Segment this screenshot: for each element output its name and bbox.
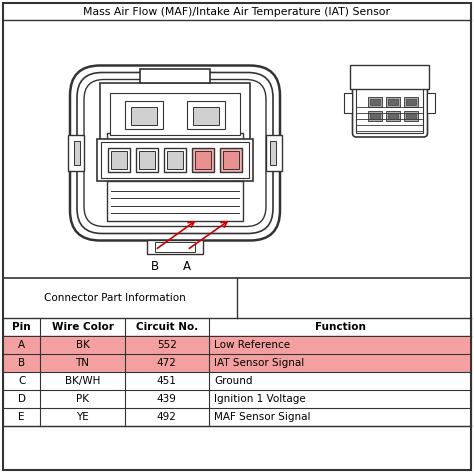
Text: BK/WH: BK/WH bbox=[65, 376, 100, 386]
Bar bbox=[386, 111, 400, 121]
Text: 451: 451 bbox=[157, 376, 177, 386]
Bar bbox=[370, 113, 380, 119]
Text: Connector Part Information: Connector Part Information bbox=[44, 293, 186, 303]
FancyBboxPatch shape bbox=[70, 65, 280, 240]
FancyBboxPatch shape bbox=[84, 79, 266, 227]
Bar bbox=[167, 151, 183, 169]
Bar bbox=[388, 113, 398, 119]
Text: B: B bbox=[18, 358, 25, 368]
Text: Ignition 1 Voltage: Ignition 1 Voltage bbox=[214, 394, 306, 404]
Text: 492: 492 bbox=[157, 412, 177, 422]
Text: D: D bbox=[18, 394, 26, 404]
Bar bbox=[404, 97, 418, 107]
Bar bbox=[125, 101, 163, 129]
Text: Circuit No.: Circuit No. bbox=[136, 322, 198, 332]
Bar bbox=[406, 113, 416, 119]
Text: MAF Sensor Signal: MAF Sensor Signal bbox=[214, 412, 310, 422]
Bar bbox=[187, 101, 225, 129]
Text: Ground: Ground bbox=[214, 376, 253, 386]
Bar bbox=[428, 93, 436, 113]
Bar bbox=[139, 151, 155, 169]
FancyBboxPatch shape bbox=[77, 72, 273, 234]
Text: 472: 472 bbox=[157, 358, 177, 368]
Bar bbox=[368, 111, 382, 121]
Bar bbox=[74, 141, 80, 165]
Bar bbox=[100, 83, 250, 143]
Bar bbox=[266, 135, 282, 171]
Bar bbox=[404, 111, 418, 121]
Text: A: A bbox=[18, 340, 25, 350]
Text: 552: 552 bbox=[157, 340, 177, 350]
Bar bbox=[107, 133, 243, 147]
FancyBboxPatch shape bbox=[353, 69, 428, 137]
Bar bbox=[108, 148, 130, 172]
Bar bbox=[101, 142, 249, 178]
Bar bbox=[388, 99, 398, 105]
Bar bbox=[110, 93, 240, 135]
Bar bbox=[147, 240, 203, 254]
Text: TN: TN bbox=[75, 358, 90, 368]
Bar bbox=[356, 73, 423, 133]
Bar bbox=[193, 107, 219, 125]
Bar bbox=[136, 148, 158, 172]
Bar bbox=[195, 151, 211, 169]
Bar bbox=[97, 139, 253, 181]
Bar bbox=[406, 99, 416, 105]
Text: YE: YE bbox=[76, 412, 89, 422]
Bar bbox=[140, 69, 210, 83]
Bar bbox=[386, 97, 400, 107]
Bar bbox=[220, 148, 242, 172]
Text: 439: 439 bbox=[157, 394, 177, 404]
Text: Low Reference: Low Reference bbox=[214, 340, 290, 350]
Bar bbox=[68, 135, 84, 171]
Bar bbox=[223, 151, 239, 169]
Bar bbox=[368, 97, 382, 107]
Text: A: A bbox=[183, 260, 191, 273]
Text: PK: PK bbox=[76, 394, 89, 404]
Bar bbox=[192, 148, 214, 172]
Text: BK: BK bbox=[76, 340, 90, 350]
Text: Mass Air Flow (MAF)/Intake Air Temperature (IAT) Sensor: Mass Air Flow (MAF)/Intake Air Temperatu… bbox=[83, 7, 391, 17]
Text: IAT Sensor Signal: IAT Sensor Signal bbox=[214, 358, 304, 368]
Bar bbox=[270, 141, 276, 165]
Bar bbox=[350, 65, 429, 89]
Bar bbox=[3, 336, 471, 353]
Text: C: C bbox=[18, 376, 26, 386]
Bar bbox=[155, 243, 195, 253]
Bar bbox=[164, 148, 186, 172]
Bar bbox=[3, 354, 471, 371]
Text: Wire Color: Wire Color bbox=[52, 322, 113, 332]
Bar bbox=[370, 99, 380, 105]
Bar bbox=[345, 93, 353, 113]
Text: Function: Function bbox=[315, 322, 365, 332]
Bar bbox=[111, 151, 127, 169]
Text: B: B bbox=[151, 260, 159, 273]
Bar bbox=[107, 181, 243, 221]
Bar bbox=[131, 107, 157, 125]
Text: E: E bbox=[18, 412, 25, 422]
Text: Pin: Pin bbox=[12, 322, 31, 332]
